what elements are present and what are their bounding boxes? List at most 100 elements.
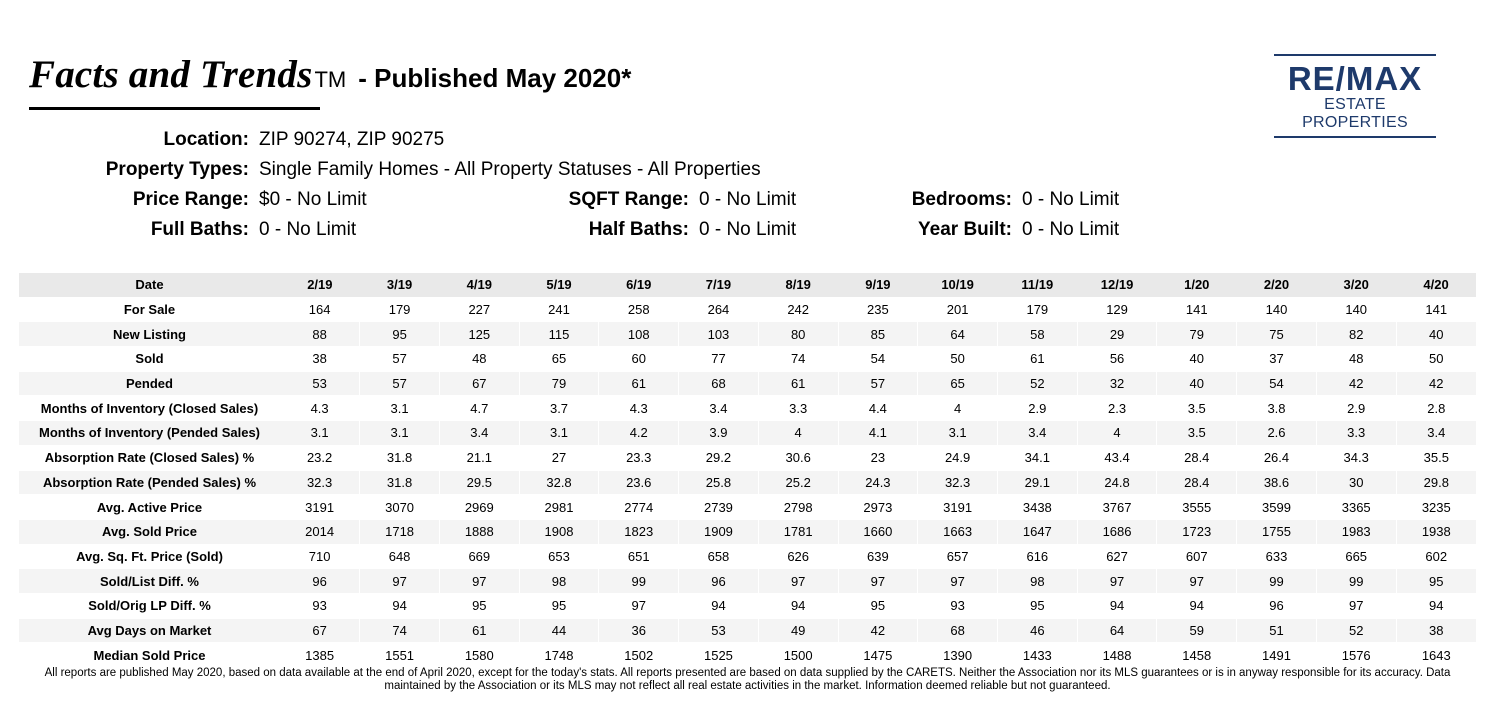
remax-logo: RE/MAX ESTATE PROPERTIES (1274, 54, 1436, 138)
table-cell: 65 (917, 371, 998, 397)
table-cell: 97 (1315, 593, 1397, 619)
table-cell: 616 (996, 544, 1078, 570)
table-cell: 95 (1395, 568, 1476, 594)
table-cell: 1748 (518, 642, 599, 668)
table-cell: 95 (518, 593, 599, 619)
filter-location-value: ZIP 90274, ZIP 90275 (259, 129, 445, 150)
table-cell: 51 (1236, 618, 1317, 644)
table-cell: 1576 (1315, 642, 1397, 668)
table-cell: 96 (1236, 593, 1317, 619)
column-header: 7/19 (678, 273, 759, 298)
table-cell: 97 (1076, 568, 1157, 594)
column-header: 2/20 (1236, 273, 1317, 298)
filter-bedrooms: Bedrooms: 0 - No Limit (0, 185, 1119, 215)
table-cell: 1755 (1236, 519, 1317, 545)
table-cell: 34.3 (1315, 445, 1397, 471)
table-cell: 42 (1395, 371, 1476, 397)
table-cell: 61 (757, 371, 839, 397)
filter-full-baths-label: Full Baths: (150, 219, 249, 240)
table-cell: 94 (1395, 593, 1476, 619)
table-cell: 3.4 (438, 420, 520, 446)
table-cell: 3.5 (1156, 395, 1237, 422)
table-cell: 99 (598, 568, 679, 594)
table-cell: 140 (1236, 297, 1317, 323)
table-row: Median Sold Price 1385 1551 1580 1748 1502 152… (19, 642, 1476, 668)
table-cell: 4 (1076, 420, 1157, 446)
table-cell: 627 (1076, 544, 1157, 570)
table-cell: 26.4 (1236, 445, 1317, 471)
table-cell: 653 (518, 544, 599, 570)
table-row: Months of Inventory (Pended Sales) 3.1 3.1… (19, 420, 1476, 446)
table-cell: 108 (598, 321, 679, 348)
table-cell: 29.5 (438, 470, 520, 496)
table-cell: 3599 (1236, 494, 1317, 520)
table-cell: 68 (678, 371, 759, 397)
table-cell: 2.9 (1315, 395, 1397, 422)
table-cell: 79 (518, 371, 599, 397)
table-cell: 65 (518, 346, 599, 372)
table-cell: 50 (1395, 346, 1476, 372)
table-cell: 3438 (996, 494, 1078, 520)
table-cell: 1385 (280, 642, 360, 668)
table-cell: 2981 (518, 494, 599, 520)
table-cell: 32 (1076, 371, 1157, 397)
table-cell: 141 (1395, 297, 1476, 323)
table-cell: 49 (757, 618, 839, 644)
row-label: Months of Inventory (Pended Sales) (19, 420, 280, 446)
row-label: Pended (19, 371, 280, 397)
table-cell: 3555 (1156, 494, 1237, 520)
table-cell: 1491 (1236, 642, 1317, 668)
table-row: Sold/Orig LP Diff. % 93 94 95 95 97 94 94 95 93 95… (19, 593, 1476, 619)
column-header: 6/19 (598, 273, 679, 298)
table-cell: 36 (598, 618, 679, 644)
table-cell: 31.8 (359, 445, 440, 471)
table-cell: 1500 (757, 642, 839, 668)
table-cell: 1475 (837, 642, 918, 668)
table-cell: 37 (1236, 346, 1317, 372)
table-cell: 34.1 (996, 445, 1078, 471)
filter-price-range-label: Price Range: (132, 189, 249, 210)
table-row: Sold/List Diff. % 96 97 97 98 99 96 97 97 97 98 97 9… (19, 568, 1476, 594)
table-cell: 24.3 (837, 470, 918, 496)
table-cell: 1551 (359, 642, 440, 668)
filter-location: Location: ZIP 90274, ZIP 90275 (0, 125, 445, 155)
title-subtitle: - Published May 2020* (358, 63, 632, 93)
table-cell: 52 (996, 371, 1078, 397)
table-cell: 23.2 (280, 445, 360, 471)
table-cell: 97 (438, 568, 520, 594)
table-cell: 48 (438, 346, 520, 372)
table-cell: 40 (1156, 371, 1237, 397)
logo-top-rule (1274, 54, 1436, 56)
table-cell: 40 (1156, 346, 1237, 372)
table-cell: 74 (757, 346, 839, 372)
row-label: Avg. Sq. Ft. Price (Sold) (19, 544, 280, 570)
table-cell: 3.4 (1395, 420, 1476, 446)
table-cell: 80 (757, 321, 839, 348)
table-cell: 241 (518, 297, 599, 323)
table-cell: 85 (837, 321, 918, 348)
table-cell: 38 (280, 346, 360, 372)
table-cell: 94 (678, 593, 759, 619)
filter-location-label: Location: (163, 129, 250, 150)
table-cell: 23 (837, 445, 918, 471)
table-cell: 2.3 (1076, 395, 1157, 422)
column-header: 1/20 (1156, 273, 1237, 298)
table-cell: 1488 (1076, 642, 1157, 668)
table-cell: 25.2 (757, 470, 839, 496)
footer-disclaimer: All reports are published May 2020, base… (44, 667, 1451, 692)
table-cell: 52 (1315, 618, 1397, 644)
table-cell: 4 (917, 395, 998, 422)
table-cell: 658 (678, 544, 759, 570)
table-cell: 1433 (996, 642, 1078, 668)
table-cell: 38.6 (1236, 470, 1317, 496)
row-label: Sold (19, 346, 280, 372)
table-cell: 1718 (359, 519, 440, 545)
table-cell: 95 (837, 593, 918, 619)
table-cell: 67 (280, 618, 360, 644)
filter-property-types: Property Types: Single Family Homes - All… (0, 155, 761, 185)
table-cell: 227 (438, 297, 520, 323)
table-cell: 32.3 (280, 470, 360, 496)
filter-half-baths-value: 0 - No Limit (699, 219, 797, 240)
table-cell: 3.4 (996, 420, 1078, 446)
table-cell: 242 (757, 297, 839, 323)
